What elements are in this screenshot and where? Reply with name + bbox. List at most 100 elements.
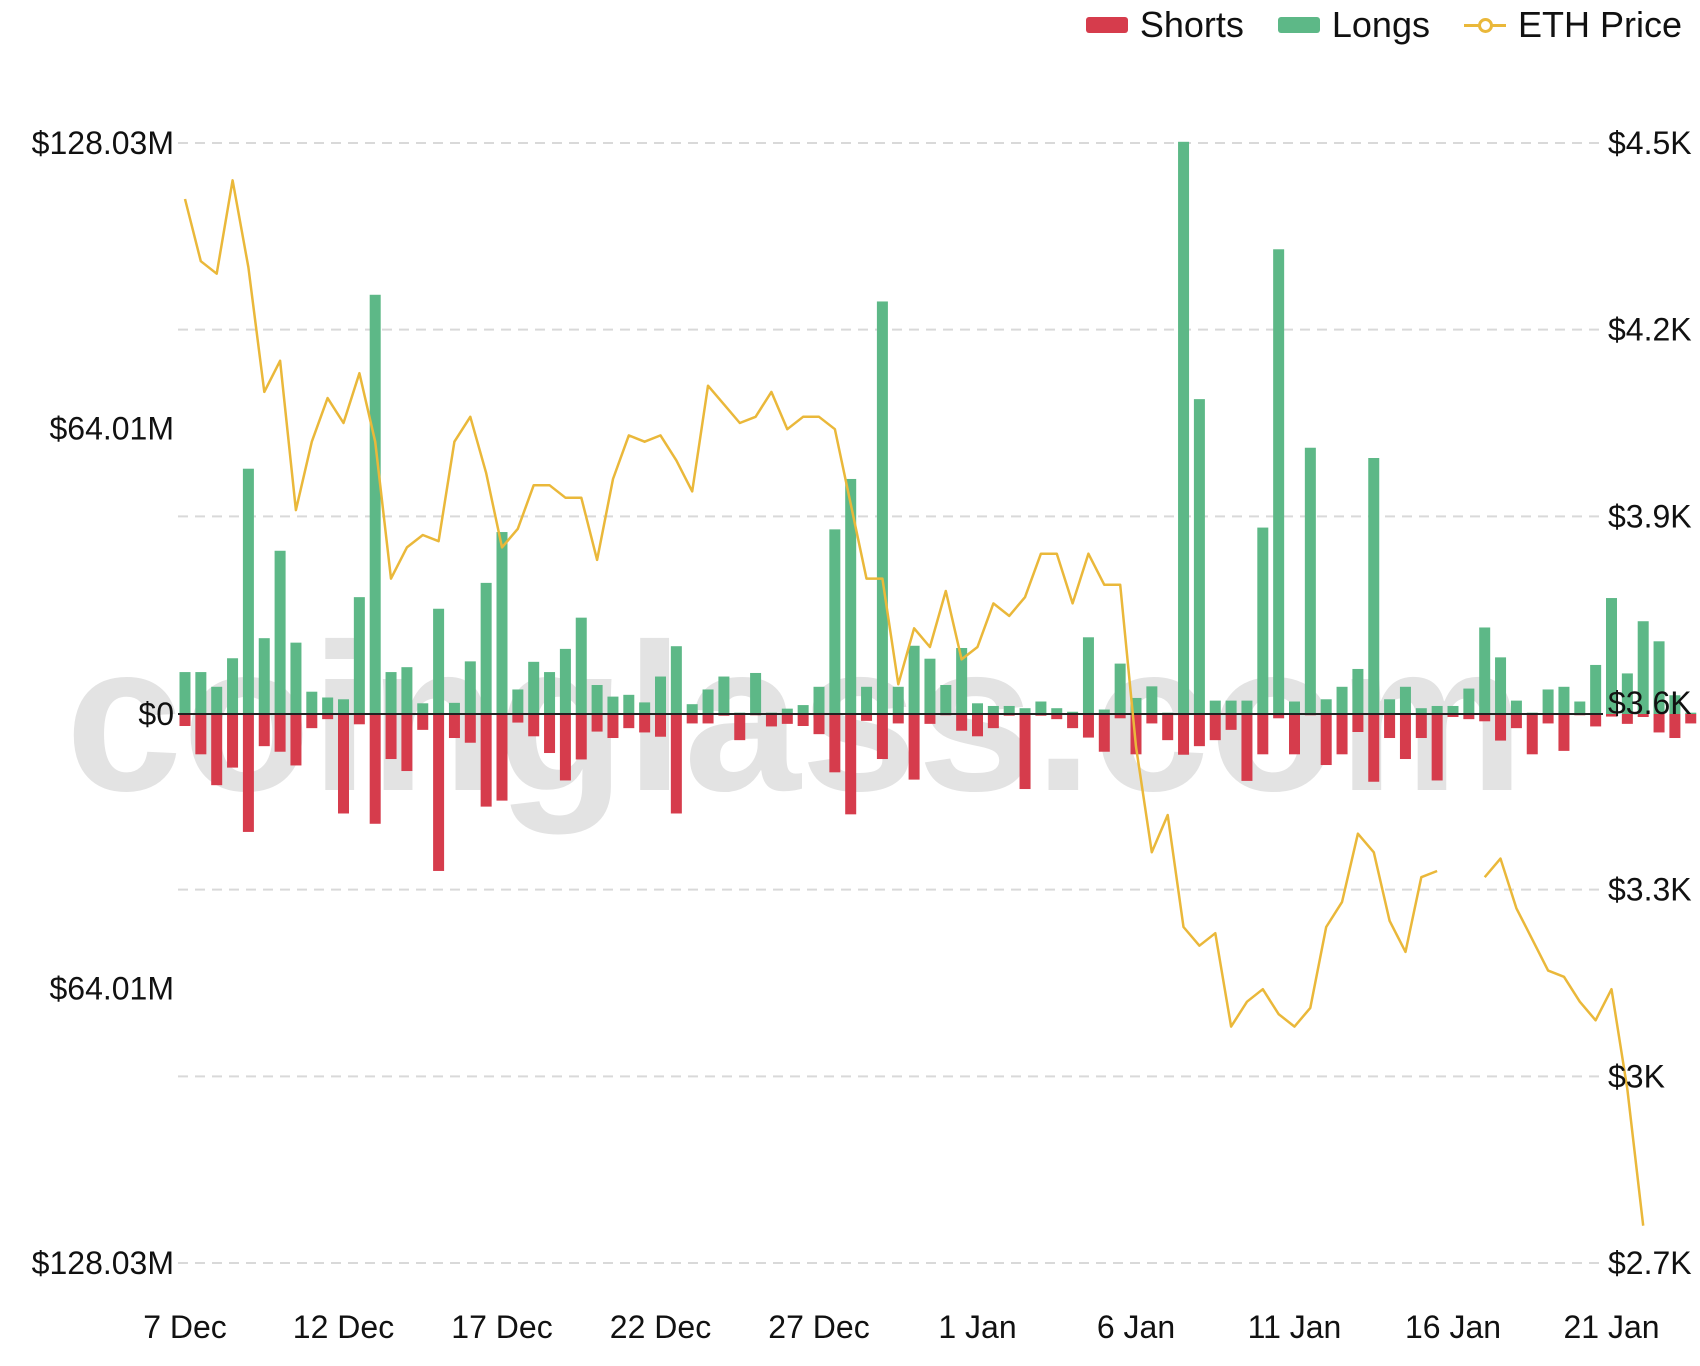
short-bar (1162, 714, 1174, 741)
long-bar (987, 705, 999, 714)
long-bar (623, 694, 635, 714)
long-bar (227, 658, 239, 714)
long-bar (1463, 688, 1475, 714)
short-bar (575, 714, 587, 760)
short-bar (908, 714, 920, 780)
long-bar (655, 676, 666, 714)
long-bar (1606, 598, 1617, 714)
short-bar (480, 714, 492, 807)
long-bar (1209, 700, 1221, 714)
long-bar (1003, 705, 1015, 714)
longs-bars (179, 141, 1697, 714)
long-bar (1431, 705, 1443, 714)
long-bar (1304, 447, 1316, 714)
short-bar (496, 714, 508, 801)
long-bar (750, 672, 762, 714)
short-bar (1447, 714, 1459, 718)
legend-item-eth-price[interactable]: ETH Price (1463, 4, 1682, 46)
left-y-axis: $128.03M $64.01M $0 $64.01M $128.03M (32, 125, 174, 1281)
long-bar (290, 642, 302, 714)
right-y-tick-label: $3.9K (1608, 498, 1692, 534)
short-bar (845, 714, 857, 815)
short-bar (702, 714, 714, 724)
long-bar (1019, 708, 1031, 714)
short-bar (1669, 714, 1681, 739)
long-bar (528, 661, 540, 714)
long-bar (1399, 686, 1411, 714)
short-bar (1051, 714, 1063, 720)
short-bar (1653, 714, 1665, 733)
long-bar (1574, 701, 1586, 714)
long-bar (686, 704, 698, 714)
short-bar (1114, 714, 1126, 719)
legend-label-eth-price: ETH Price (1517, 4, 1682, 45)
short-bar (401, 714, 413, 772)
short-bar (1431, 714, 1443, 781)
short-bar (1067, 714, 1079, 729)
short-bar (1019, 714, 1031, 790)
long-bar (1098, 709, 1110, 714)
short-bar (1621, 714, 1633, 724)
long-bar (1193, 399, 1205, 714)
long-bar (338, 699, 349, 714)
x-tick-label: 27 Dec (768, 1309, 869, 1345)
short-bar (861, 714, 873, 721)
long-bar (512, 689, 524, 714)
short-bar (306, 714, 318, 729)
long-bar (1621, 673, 1633, 714)
x-tick-label: 6 Jan (1097, 1309, 1175, 1345)
short-bar (385, 714, 397, 760)
short-bar (1098, 714, 1110, 752)
short-bar (464, 714, 476, 743)
short-bar (559, 714, 571, 781)
long-bar (1542, 689, 1554, 714)
long-bar (417, 703, 429, 714)
long-bar (908, 645, 920, 714)
short-bar (544, 714, 556, 754)
long-bar (242, 468, 254, 714)
short-bar (528, 714, 540, 737)
long-bar (1051, 708, 1063, 714)
short-bar (639, 714, 651, 733)
short-bar (1415, 714, 1427, 739)
short-bar (1241, 714, 1253, 781)
short-bar (1320, 714, 1332, 766)
long-bar (861, 686, 873, 714)
long-bar (1653, 641, 1665, 714)
long-bar (702, 689, 714, 714)
long-bar (1336, 686, 1348, 714)
short-bar (274, 714, 286, 752)
right-y-tick-label: $4.2K (1608, 312, 1692, 348)
short-bar (1289, 714, 1300, 755)
short-bar (1463, 714, 1475, 720)
right-y-tick-label: $3.6K (1608, 685, 1692, 721)
x-tick-label: 22 Dec (610, 1309, 711, 1345)
left-y-tick-label: $128.03M (32, 1245, 174, 1281)
long-bar (1067, 711, 1079, 714)
short-bar (1590, 714, 1602, 727)
long-bar (1637, 621, 1649, 714)
short-bar (591, 714, 603, 732)
eth-price-segment (1483, 857, 1645, 1226)
long-bar (1352, 668, 1364, 714)
x-tick-label: 11 Jan (1248, 1309, 1342, 1345)
short-bar (353, 714, 365, 725)
long-bar (464, 661, 476, 714)
long-bar (306, 691, 318, 714)
x-axis: 7 Dec 12 Dec 17 Dec 22 Dec 27 Dec 1 Jan 6 Jan 1… (143, 1309, 1659, 1345)
short-bar (765, 714, 777, 727)
long-bar (274, 550, 286, 714)
left-y-tick-label: $64.01M (49, 970, 174, 1006)
short-bar (290, 714, 302, 766)
long-bar (1035, 701, 1047, 714)
short-bar (924, 714, 936, 724)
x-tick-label: 16 Jan (1405, 1309, 1501, 1345)
legend-item-longs[interactable]: Longs (1277, 4, 1430, 46)
short-bar (512, 714, 524, 723)
short-bar (369, 714, 381, 824)
short-bar (734, 714, 746, 741)
short-bar (1257, 714, 1269, 755)
short-bar (655, 714, 666, 737)
legend-item-shorts[interactable]: Shorts (1085, 4, 1244, 46)
x-tick-label: 12 Dec (293, 1309, 394, 1345)
